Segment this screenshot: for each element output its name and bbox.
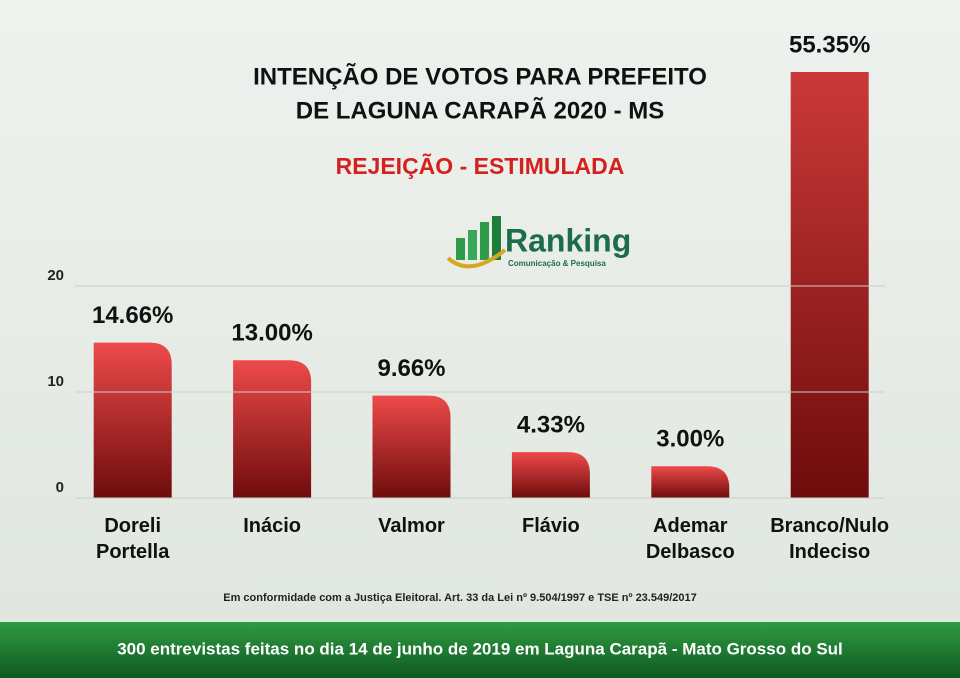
bar [511,452,590,498]
value-label: 55.35% [789,31,870,58]
value-label: 3.00% [656,426,724,453]
chart-title: INTENÇÃO DE VOTOS PARA PREFEITO [253,62,707,90]
value-label: 13.00% [231,320,312,347]
footer-band [0,622,960,678]
x-tick-label: Inácio [243,515,301,537]
y-tick-label: 20 [47,267,64,284]
logo-name: Ranking [505,222,631,258]
bar [93,342,172,498]
logo: Ranking Comunicação & Pesquisa [446,216,631,269]
x-tick-label: Valmor [378,515,445,537]
value-label: 14.66% [92,302,173,329]
x-tick-label: Doreli Portella [96,515,170,563]
x-tick-label: Ademar Delbasco [645,515,735,563]
bar [651,466,730,498]
y-tick-label: 0 [56,479,64,496]
bar [233,360,312,498]
chart-subtitle: REJEIÇÃO - ESTIMULADA [336,152,625,179]
x-tick-label: Branco/Nulo Indeciso [770,515,890,563]
note: Em conformidade com a Justiça Eleitoral.… [223,592,697,604]
bar [790,72,869,498]
y-tick-label: 10 [47,373,64,390]
chart-title: DE LAGUNA CARAPÃ 2020 - MS [296,96,665,124]
footer-text: 300 entrevistas feitas no dia 14 de junh… [117,639,843,658]
value-label: 4.33% [517,411,585,438]
bar [372,395,451,498]
logo-tagline: Comunicação & Pesquisa [508,259,606,268]
x-tick-label: Flávio [521,515,580,537]
value-label: 9.66% [377,355,445,382]
